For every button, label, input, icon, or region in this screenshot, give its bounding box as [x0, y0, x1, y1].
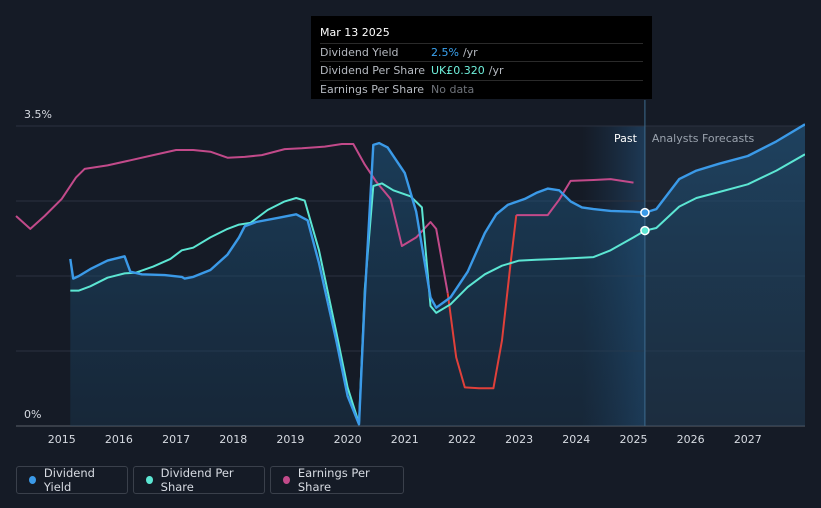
series-lines — [15, 123, 805, 426]
x-tick-label: 2020 — [334, 433, 362, 446]
tooltip-label: Earnings Per Share — [320, 82, 425, 96]
y-tick-label: 0% — [24, 408, 41, 421]
legend-dividend-yield[interactable]: Dividend Yield — [16, 466, 128, 494]
x-tick-label: 2025 — [619, 433, 647, 446]
legend-label: Dividend Per Share — [160, 466, 234, 494]
legend-label: Earnings Per Share — [297, 466, 370, 494]
legend-dot-icon — [283, 476, 290, 484]
tooltip-row-earnings-per-share: Earnings Per Share No data — [320, 79, 643, 99]
tooltip-value: 2.5% — [431, 45, 459, 59]
x-tick-label: 2019 — [276, 433, 304, 446]
y-axis-ticks: 3.5% 0% — [24, 108, 52, 421]
tooltip-unit: /yr — [462, 45, 478, 59]
forecast-label: Analysts Forecasts — [652, 132, 755, 145]
x-tick-label: 2027 — [734, 433, 762, 446]
tooltip-label: Dividend Per Share — [320, 64, 426, 77]
legend-label: Dividend Yield — [43, 466, 95, 494]
tooltip-row-dividend-per-share: Dividend Per Share UK£0.320 /yr — [320, 61, 643, 80]
tooltip-row-dividend-yield: Dividend Yield 2.5% /yr — [320, 42, 643, 62]
legend-earnings-per-share[interactable]: Earnings Per Share — [270, 466, 404, 494]
dividend-yield-area — [70, 124, 805, 426]
tooltip-value: No data — [431, 82, 475, 96]
x-tick-label: 2018 — [219, 433, 247, 446]
tooltip-value: UK£0.320 — [431, 64, 485, 77]
tooltip: Mar 13 2025 Dividend Yield 2.5% /yr Divi… — [311, 16, 652, 99]
highlight-point — [640, 225, 650, 236]
x-tick-label: 2024 — [562, 433, 590, 446]
x-tick-label: 2021 — [391, 433, 419, 446]
past-label: Past — [614, 132, 638, 145]
tooltip-label: Dividend Yield — [320, 45, 399, 59]
legend-dot-icon — [146, 476, 153, 484]
legend-dividend-per-share[interactable]: Dividend Per Share — [133, 466, 265, 494]
legend-dot-icon — [29, 476, 36, 484]
x-tick-label: 2026 — [677, 433, 705, 446]
tooltip-date: Mar 13 2025 — [320, 26, 390, 39]
tooltip-unit: /yr — [488, 64, 504, 77]
dividend-per-share-line — [70, 153, 805, 425]
earnings-per-share-drop-line — [446, 214, 518, 390]
x-tick-label: 2023 — [505, 433, 533, 446]
highlight-point — [640, 207, 650, 218]
earnings-per-share-line — [15, 143, 449, 294]
x-tick-label: 2015 — [48, 433, 76, 446]
highlight-points — [640, 207, 650, 236]
x-axis-ticks: 2015 2016 2017 2018 2019 2020 2021 2022 2023 2024… — [48, 433, 762, 446]
y-tick-label: 3.5% — [24, 108, 52, 121]
dividend-yield-line — [69, 123, 805, 426]
x-tick-label: 2017 — [162, 433, 190, 446]
x-tick-label: 2022 — [448, 433, 476, 446]
x-tick-label: 2016 — [105, 433, 133, 446]
earnings-per-share-line — [516, 178, 634, 217]
